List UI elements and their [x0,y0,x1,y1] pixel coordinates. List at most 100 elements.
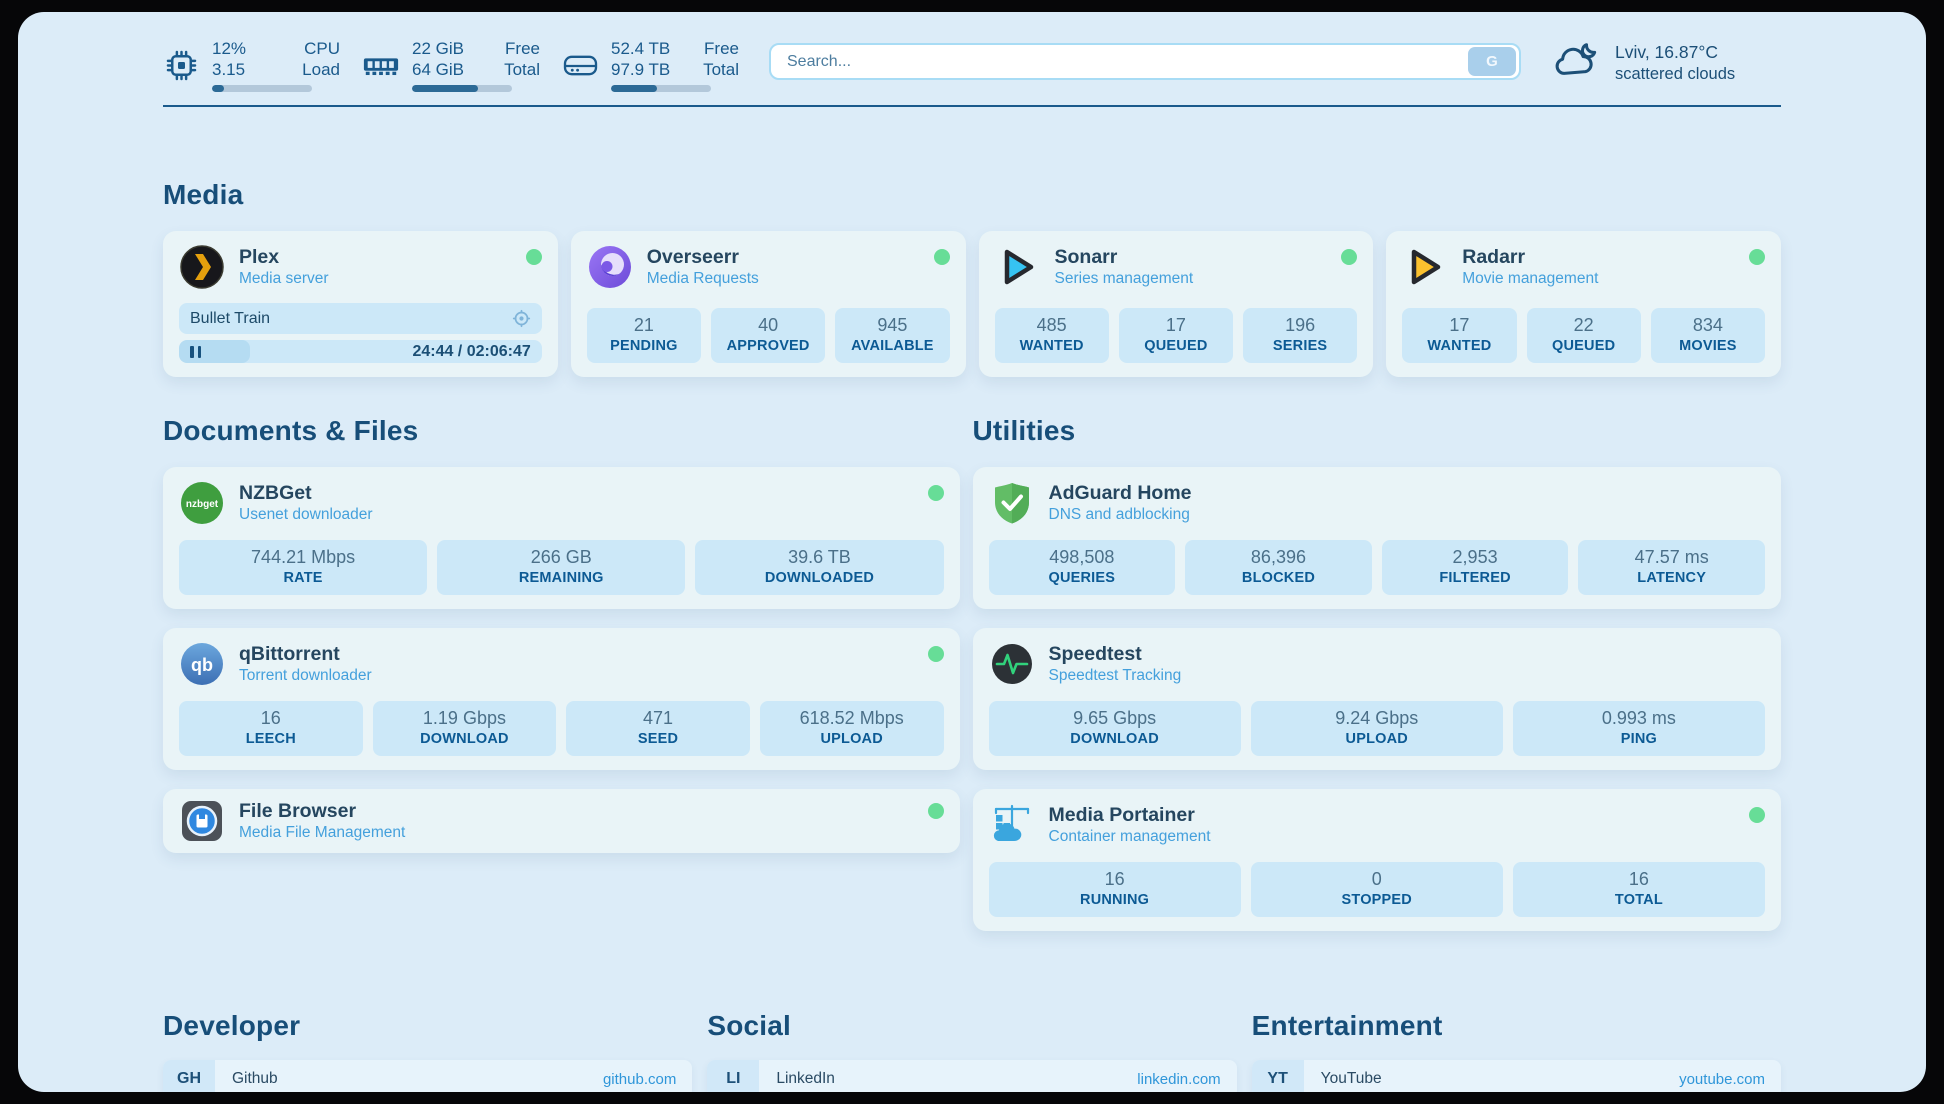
app-name: NZBGet [239,482,312,504]
app-name: Radarr [1462,246,1526,268]
stat-tile: 2,953 FILTERED [1381,540,1569,595]
stat-tile: 471 SEED [566,701,750,756]
bookmark-youtube[interactable]: YT YouTube youtube.com [1251,1060,1781,1092]
bookmark-linkedin[interactable]: LI LinkedIn linkedin.com [707,1060,1237,1092]
filebrowser-icon [179,798,225,844]
disk-total-label: Total [703,60,739,79]
weather-condition: scattered clouds [1615,64,1736,83]
memory-free-label: Free [505,39,540,58]
stat-tile: 17 WANTED [1402,308,1517,363]
bookmark-name: LinkedIn [776,1070,835,1087]
dashboard-panel: 12% 3.15 CPU Load [18,12,1926,1092]
app-card-overseerr[interactable]: Overseerr Media Requests 21 PENDING 40 A… [570,231,966,377]
stat-tile: 22 QUEUED [1526,308,1641,363]
header-divider [163,105,1781,107]
app-card-qbittorrent[interactable]: qb qBittorrent Torrent downloader 16 LEE… [163,628,960,770]
app-name: Media Portainer [1048,804,1195,826]
app-card-radarr[interactable]: Radarr Movie management 17 WANTED 22 QUE… [1386,231,1781,377]
qbittorrent-icon: qb [179,641,225,687]
app-card-adguard[interactable]: AdGuard Home DNS and adblocking 498,508 … [972,467,1781,609]
top-bar: 12% 3.15 CPU Load [18,12,1926,92]
status-dot [927,646,944,662]
bookmark-name: YouTube [1320,1070,1382,1087]
app-name: Sonarr [1054,246,1118,268]
app-name: AdGuard Home [1048,482,1192,504]
app-card-nzbget[interactable]: nzbget NZBGet Usenet downloader 744.21 M… [163,467,960,609]
section-title-media: Media [163,179,244,210]
app-card-speedtest[interactable]: Speedtest Speedtest Tracking 9.65 Gbps D… [972,628,1781,770]
stat-tile: 485 WANTED [994,308,1109,363]
gear-icon [512,309,531,328]
stat-tile: 40 APPROVED [711,308,826,363]
cpu-load-value: 3.15 [212,60,246,79]
search-bar: G [769,43,1521,80]
stat-tile: 21 PENDING [586,308,701,363]
stat-tile: 17 QUEUED [1118,308,1233,363]
status-dot [927,803,944,819]
app-subtitle: Media Requests [646,270,759,287]
bookmark-abbr: LI [707,1060,760,1092]
bookmark-group-social: Social LI LinkedIn linkedin.com TW Twitt… [707,1010,1237,1092]
cpu-icon [163,47,200,84]
status-dot [525,249,542,265]
stat-tile: 39.6 TB DOWNLOADED [695,540,944,595]
now-playing-title: Bullet Train [190,309,271,327]
cloud-icon [1551,39,1601,86]
documents-column: Documents & Files nzbget NZBGet Usenet d [163,415,960,950]
app-name: File Browser [239,800,357,822]
stat-tile: 834 MOVIES [1650,308,1765,363]
app-card-filebrowser[interactable]: File Browser Media File Management [163,789,960,853]
status-dot [1341,249,1358,265]
stat-tile: 0.993 ms PING [1512,701,1765,756]
portainer-icon [989,802,1035,848]
svg-text:qb: qb [191,655,213,675]
app-subtitle: Usenet downloader [239,506,373,523]
disk-free-label: Free [704,39,739,58]
cpu-label: CPU [304,39,340,58]
cpu-percent: 12% [212,39,247,58]
now-playing-row: Bullet Train [179,303,542,334]
stat-tile: 744.21 Mbps RATE [179,540,428,595]
bookmark-url: youtube.com [1679,1070,1765,1088]
disk-icon [562,50,599,81]
weather-widget: Lviv, 16.87°C scattered clouds [1551,39,1781,86]
svg-text:nzbget: nzbget [186,499,219,510]
search-input[interactable] [771,52,1468,71]
app-subtitle: Media File Management [239,824,406,841]
section-title-social: Social [707,1010,792,1041]
memory-free-value: 22 GiB [412,39,464,58]
section-title-developer: Developer [163,1010,301,1041]
bookmark-group-developer: Developer GH Github github.com SO StackO… [163,1010,693,1092]
nzbget-icon: nzbget [179,480,225,526]
stat-tile: 9.65 Gbps DOWNLOAD [988,701,1241,756]
app-name: Plex [239,246,280,268]
speedtest-icon [989,641,1035,687]
utilities-column: Utilities AdGuard Home [972,415,1781,950]
bookmark-github[interactable]: GH Github github.com [163,1060,693,1092]
weather-location: Lviv, 16.87°C [1615,41,1718,62]
search-engine-button[interactable]: G [1468,47,1516,76]
status-dot [1749,249,1765,265]
app-card-plex[interactable]: Plex Media server Bullet Train [163,231,558,377]
memory-widget: 22 GiB 64 GiB Free Total [362,39,540,92]
bookmark-url: github.com [602,1070,677,1088]
app-card-sonarr[interactable]: Sonarr Series management 485 WANTED 17 Q… [978,231,1374,377]
media-cards-row: Plex Media server Bullet Train [163,231,1781,377]
plex-icon [179,244,225,290]
cpu-load-label: Load [302,60,340,79]
adguard-icon [989,480,1035,526]
playback-progress-bar: 24:44 / 02:06:47 [179,340,542,363]
cpu-progress-bar [212,85,312,92]
status-dot [1749,807,1765,823]
section-title-entertainment: Entertainment [1251,1010,1443,1041]
stat-tile: 196 SERIES [1243,308,1358,363]
memory-icon [362,51,400,81]
app-card-portainer[interactable]: Media Portainer Container management 16 … [972,789,1781,931]
bookmark-name: Github [232,1070,278,1087]
pause-icon [190,345,201,358]
bookmark-group-entertainment: Entertainment YT YouTube youtube.com NF … [1251,1010,1781,1092]
app-subtitle: Series management [1054,270,1194,287]
disk-free-value: 52.4 TB [611,39,671,58]
overseerr-icon [587,244,633,290]
stat-tile: 0 STOPPED [1250,862,1503,917]
